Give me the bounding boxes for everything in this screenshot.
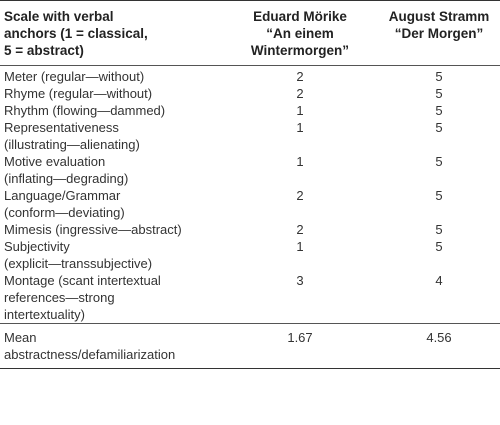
row-label: Meter (regular—without) (0, 66, 222, 86)
label-line: Rhyme (regular—without) (4, 86, 153, 101)
header-line: anchors (1 = classical, (4, 26, 148, 41)
morike-value: 3 (296, 273, 304, 288)
header-line: August Stramm (388, 9, 490, 24)
header-morike: Eduard Mörike “An einem Wintermorgen” (222, 1, 378, 66)
header-line: “An einem (266, 26, 334, 41)
stramm-value: 5 (435, 222, 443, 237)
row-label: Language/Grammar (conform—deviating) (0, 187, 222, 221)
table-row: Rhyme (regular—without) 2 5 (0, 85, 500, 102)
morike-value: 1 (296, 239, 304, 254)
label-line: (illustrating—alienating) (4, 137, 140, 152)
label-line: Meter (regular—without) (4, 69, 145, 84)
header-line: Eduard Mörike (253, 9, 347, 24)
label-line: (inflating—degrading) (4, 171, 129, 186)
header-line: Scale with verbal (4, 9, 114, 24)
table-row: Rhythm (flowing—dammed) 1 5 (0, 102, 500, 119)
label-line: references—strong (4, 290, 115, 305)
table-row: Subjectivity (explicit—transsubjective) 1 5 (0, 238, 500, 272)
label-line: (explicit—transsubjective) (4, 256, 153, 271)
row-label: Mimesis (ingressive—abstract) (0, 221, 222, 238)
morike-value: 2 (296, 188, 304, 203)
label-line: Representativeness (4, 120, 119, 135)
morike-value: 1.67 (287, 330, 313, 345)
morike-value: 1 (296, 120, 304, 135)
header-line: 5 = abstract) (4, 43, 84, 58)
stramm-value: 5 (435, 120, 443, 135)
morike-value: 2 (296, 86, 304, 101)
row-label: Rhyme (regular—without) (0, 85, 222, 102)
row-label: Subjectivity (explicit—transsubjective) (0, 238, 222, 272)
label-line: abstractness/defamiliarization (4, 347, 176, 362)
stramm-value: 5 (435, 239, 443, 254)
label-line: Motive evaluation (4, 154, 106, 169)
label-line: Montage (scant intertextual (4, 273, 161, 288)
row-label: Mean abstractness/defamiliarization (0, 324, 222, 369)
stramm-value: 5 (435, 86, 443, 101)
mean-row: Mean abstractness/defamiliarization 1.67 4.… (0, 323, 500, 369)
label-line: (conform—deviating) (4, 205, 125, 220)
row-label: Rhythm (flowing—dammed) (0, 102, 222, 119)
header-scale: Scale with verbal anchors (1 = classical… (0, 1, 222, 66)
header-row: Scale with verbal anchors (1 = classical… (0, 0, 500, 66)
stramm-value: 5 (435, 154, 443, 169)
label-line: intertextuality) (4, 307, 85, 322)
morike-value: 1 (296, 103, 304, 118)
table-row: Motive evaluation (inflating—degrading) 1 5 (0, 153, 500, 187)
morike-value: 2 (296, 69, 304, 84)
table-body: Meter (regular—without) 2 5 Rhyme (regular—… (0, 66, 500, 369)
label-line: Subjectivity (4, 239, 70, 254)
stramm-value: 5 (435, 103, 443, 118)
label-line: Rhythm (flowing—dammed) (4, 103, 166, 118)
abstractness-table: Scale with verbal anchors (1 = classical… (0, 0, 500, 369)
row-label: Representativeness (illustrating—alienati… (0, 119, 222, 153)
table-row: Language/Grammar (conform—deviating) 2 5 (0, 187, 500, 221)
header-stramm: August Stramm “Der Morgen” (378, 1, 500, 66)
stramm-value: 4 (435, 273, 443, 288)
header-line: Wintermorgen” (250, 43, 350, 58)
morike-value: 1 (296, 154, 304, 169)
stramm-value: 4.56 (426, 330, 452, 345)
table-row: Mimesis (ingressive—abstract) 2 5 (0, 221, 500, 238)
row-label: Motive evaluation (inflating—degrading) (0, 153, 222, 187)
label-line: Language/Grammar (4, 188, 121, 203)
header-line: “Der Morgen” (394, 26, 484, 41)
table-row: Meter (regular—without) 2 5 (0, 66, 500, 86)
stramm-value: 5 (435, 69, 443, 84)
morike-value: 2 (296, 222, 304, 237)
row-label: Montage (scant intertextual references—st… (0, 272, 222, 324)
stramm-value: 5 (435, 188, 443, 203)
label-line: Mean (4, 330, 37, 345)
table-row: Montage (scant intertextual references—st… (0, 272, 500, 324)
table-row: Representativeness (illustrating—alienati… (0, 119, 500, 153)
label-line: Mimesis (ingressive—abstract) (4, 222, 182, 237)
